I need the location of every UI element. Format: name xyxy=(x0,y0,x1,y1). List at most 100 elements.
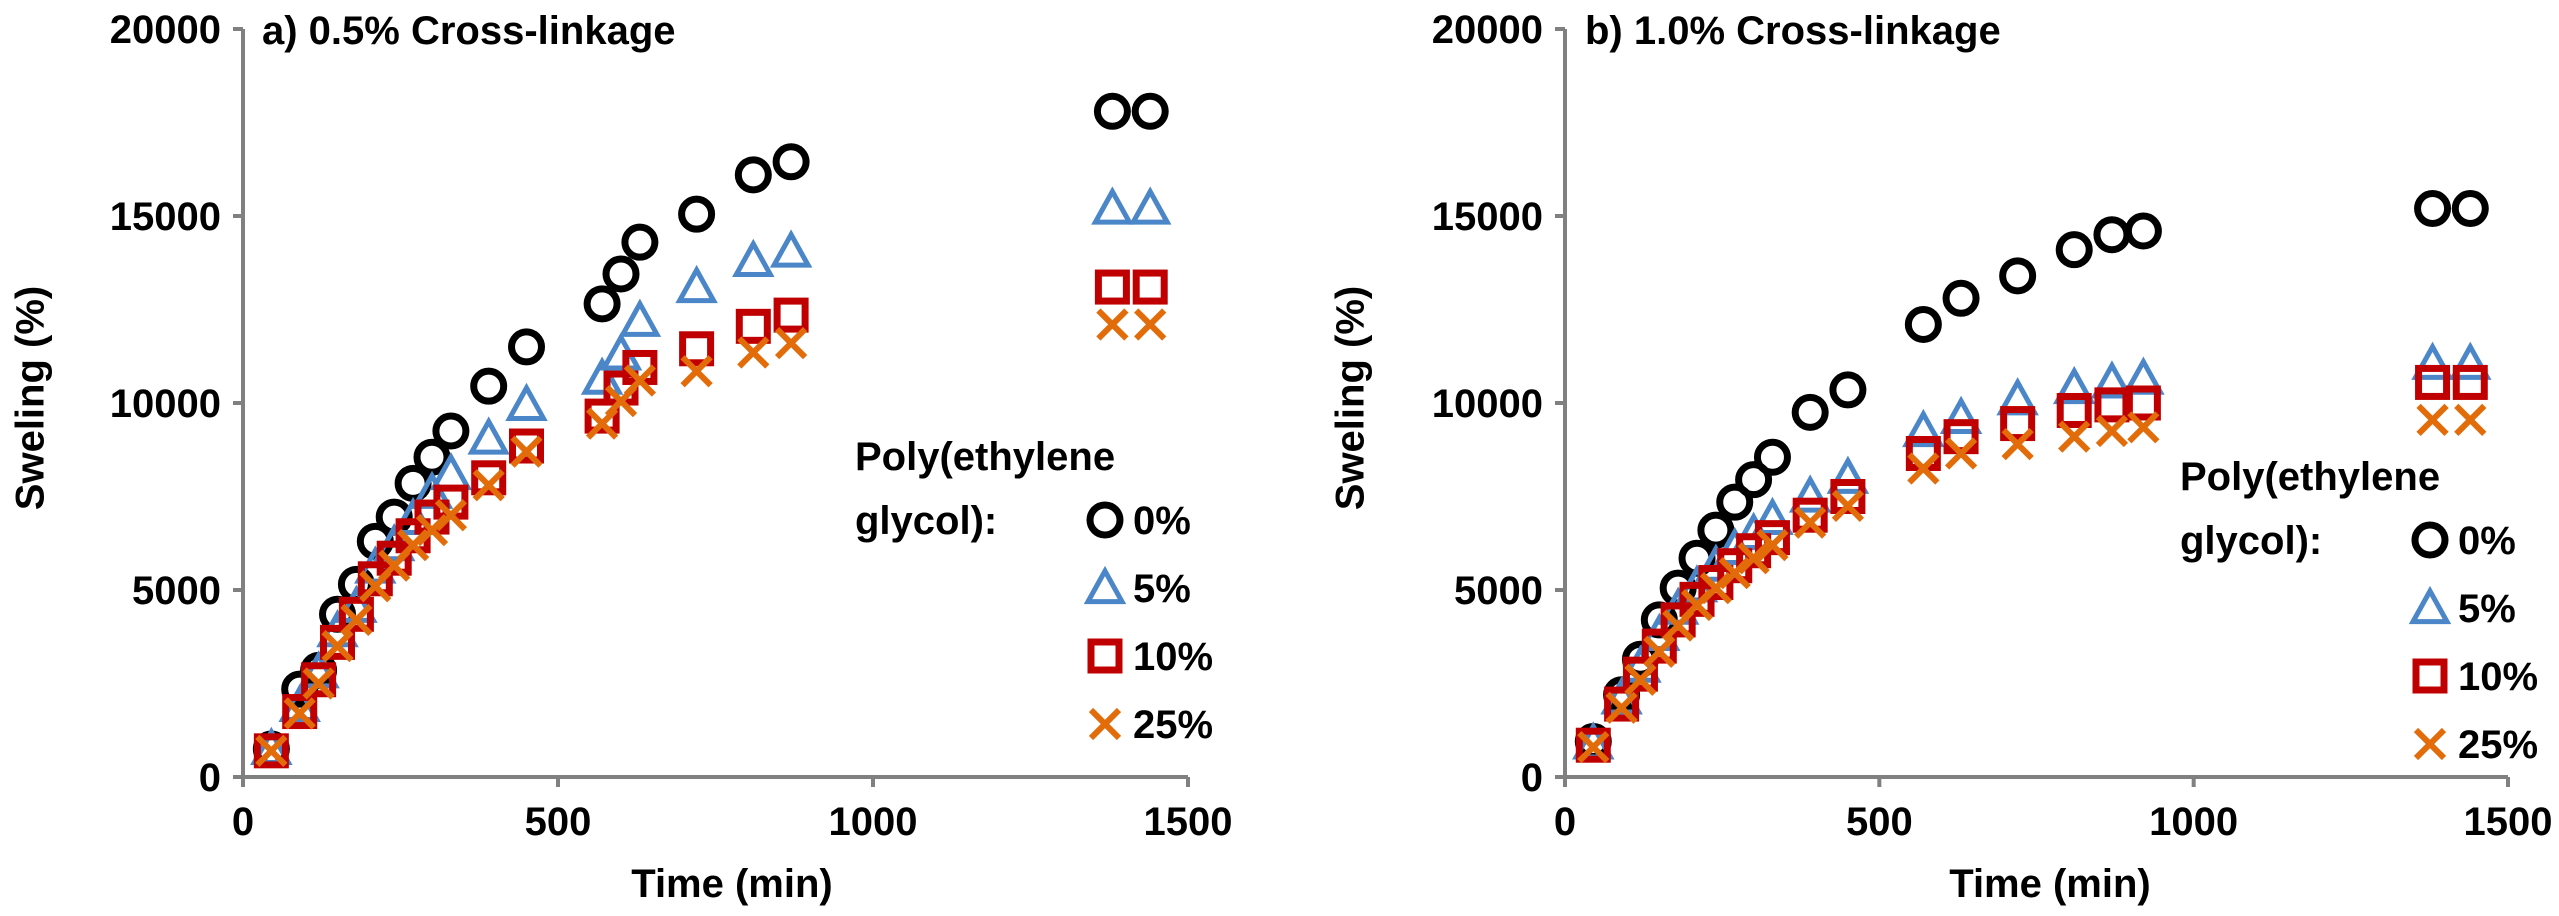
legend-label: 25% xyxy=(2458,723,2538,767)
data-point xyxy=(467,416,510,455)
y-tick-label: 10000 xyxy=(1432,382,1543,426)
series-25pct xyxy=(1577,403,2487,764)
data-point xyxy=(2414,190,2452,228)
y-tick-label: 5000 xyxy=(132,569,221,613)
legend-marker-triangle xyxy=(1083,565,1127,605)
legend-marker-square xyxy=(2412,658,2448,694)
y-tick-label: 15000 xyxy=(1432,195,1543,239)
legend: Poly(ethylene glycol): 0% 5% 10% 25% xyxy=(855,435,1213,747)
data-point xyxy=(774,327,808,360)
data-point xyxy=(302,667,335,700)
series-0pct xyxy=(252,92,1169,768)
data-point xyxy=(772,143,810,181)
data-point xyxy=(2095,414,2129,448)
data-point xyxy=(2411,341,2454,380)
data-point xyxy=(253,733,289,769)
data-point xyxy=(508,328,545,366)
data-point xyxy=(675,264,718,304)
legend-label: 10% xyxy=(1133,635,1213,679)
y-tick-label: 15000 xyxy=(110,195,221,239)
legend-title-line-1: Poly(ethylene xyxy=(2180,455,2440,499)
data-point xyxy=(583,285,621,323)
y-axis-title: Sweling (%) xyxy=(9,286,53,510)
legend-label: 0% xyxy=(2458,519,2516,563)
legend: Poly(ethylene glycol): 0% 5% 10% 25% xyxy=(2180,455,2538,767)
legend-label: 25% xyxy=(1133,703,1213,747)
legend-label: 0% xyxy=(1133,499,1191,543)
data-point xyxy=(1094,269,1130,305)
data-point xyxy=(2454,403,2487,436)
data-point xyxy=(734,156,772,194)
data-point xyxy=(2452,364,2488,400)
data-point xyxy=(1999,257,2037,295)
data-point xyxy=(1751,496,1794,536)
x-tick-label: 1000 xyxy=(2149,800,2238,844)
data-point xyxy=(1575,727,1611,763)
data-point xyxy=(618,298,662,337)
series-25pct xyxy=(255,308,1167,767)
y-tick-label: 10000 xyxy=(110,382,221,426)
data-point xyxy=(255,734,288,767)
data-point xyxy=(1829,371,1867,409)
data-point xyxy=(434,499,468,532)
legend-marker-circle xyxy=(1086,501,1124,539)
data-point xyxy=(2416,403,2449,436)
data-point xyxy=(1754,520,1790,556)
data-point xyxy=(2056,392,2092,428)
data-point xyxy=(1826,455,1870,494)
panel-title: b) 1.0% Cross-linkage xyxy=(1585,9,2001,53)
data-point xyxy=(2451,190,2489,228)
data-point xyxy=(283,697,316,730)
y-axis-title: Sweling (%) xyxy=(1329,286,1373,510)
data-point xyxy=(1605,691,1638,724)
data-point xyxy=(1944,437,1978,470)
x-axis-title: Time (min) xyxy=(631,862,833,906)
legend-marker-cross xyxy=(2413,727,2447,761)
data-point xyxy=(1622,656,1658,692)
data-point xyxy=(471,460,507,496)
x-axis-title: Time (min) xyxy=(1949,862,2151,906)
data-point xyxy=(2052,365,2096,405)
data-point xyxy=(737,336,770,369)
data-point xyxy=(1942,279,1980,317)
legend-title-line-2: glycol): xyxy=(2180,519,2322,563)
data-point xyxy=(1643,635,1676,668)
data-point xyxy=(602,255,640,293)
data-point xyxy=(1791,393,1829,431)
data-point xyxy=(301,662,337,698)
data-point xyxy=(357,561,393,597)
data-point xyxy=(1939,395,1983,435)
data-point xyxy=(1624,663,1657,696)
data-point xyxy=(338,596,374,632)
data-point xyxy=(1134,308,1167,341)
data-point xyxy=(735,308,771,344)
chart-panel-b: 0 5000 10000 15000 20000 0 500 1000 1500 Time (mi… xyxy=(1329,8,2553,906)
data-point xyxy=(1604,686,1640,722)
data-point xyxy=(621,223,659,261)
data-point xyxy=(1093,92,1131,130)
x-tick-label: 1500 xyxy=(2464,800,2553,844)
data-point xyxy=(623,364,657,397)
data-point xyxy=(773,297,809,333)
data-point xyxy=(1794,506,1827,539)
data-point xyxy=(1697,511,1735,549)
legend-marker-triangle xyxy=(2408,585,2452,625)
data-point xyxy=(2000,406,2036,442)
data-point xyxy=(679,331,715,367)
data-point xyxy=(1660,602,1696,638)
y-tick-label: 0 xyxy=(199,756,221,800)
data-point xyxy=(1641,628,1677,664)
data-point xyxy=(2058,420,2091,453)
data-point xyxy=(1792,497,1828,533)
data-point xyxy=(1831,489,1865,522)
data-point xyxy=(1132,269,1168,305)
y-tick-label: 5000 xyxy=(1454,569,1543,613)
data-point xyxy=(678,195,716,233)
data-point xyxy=(584,398,620,434)
legend-label: 5% xyxy=(2458,587,2516,631)
x-tick-label: 0 xyxy=(1554,800,1576,844)
legend-title-line-2: glycol): xyxy=(855,499,997,543)
series-10pct xyxy=(1575,364,2488,763)
data-point xyxy=(432,412,470,450)
x-tick-label: 0 xyxy=(232,800,254,844)
